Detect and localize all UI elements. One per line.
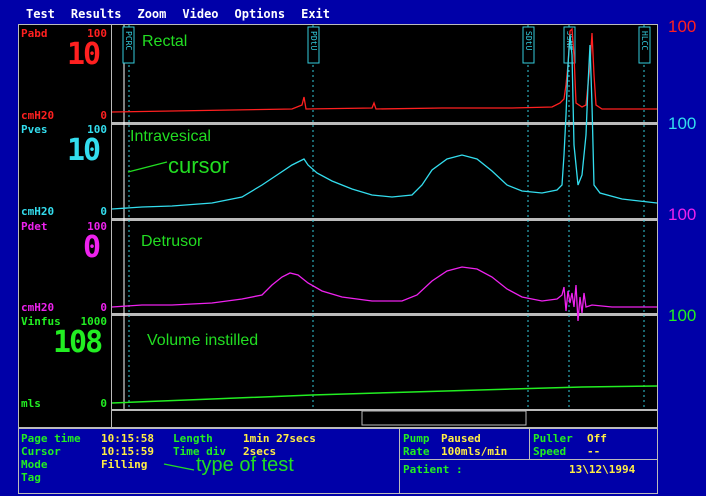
pabd-unit: cmH20 <box>21 109 55 122</box>
scale-vinfus: 100 <box>668 306 697 325</box>
channel-labels: Pabd 100 10 cmH20 0 Pves 100 10 cmH20 0 … <box>19 25 112 427</box>
pdet-unit: cmH20 <box>21 301 55 314</box>
cursor-annotation-arrow <box>127 161 168 173</box>
event-marker-pdtu-label: PDtU <box>309 31 318 50</box>
status-panel: Page time 10:15:58 Length 1min 27secs Cu… <box>18 428 658 494</box>
speed-value: -- <box>587 445 601 458</box>
pves-max: 100 <box>87 123 107 136</box>
status-divider-3 <box>399 459 657 460</box>
pabd-name: Pabd <box>21 27 48 40</box>
menu-options[interactable]: Options <box>234 7 286 21</box>
length-value: 1min 27secs <box>243 432 316 445</box>
intravesical-title: Intravesical <box>130 128 211 145</box>
event-marker-hlcc-label: HLCC <box>640 31 649 50</box>
pabd-max: 100 <box>87 27 107 40</box>
rate-value: 100mls/min <box>441 445 508 458</box>
time-scroll-thumb[interactable] <box>361 410 527 426</box>
scale-pabd: 100 <box>668 17 697 36</box>
pabd-value: 10 <box>67 37 101 72</box>
date-value: 13\12\1994 <box>569 463 636 476</box>
scale-pdet: 100 <box>668 205 697 224</box>
scale-pves: 100 <box>668 114 697 133</box>
pdet-value: 0 <box>83 230 101 265</box>
pves-min: 0 <box>100 205 107 218</box>
separator-4 <box>112 409 657 411</box>
cursor-time-value: 10:15:59 <box>101 445 154 458</box>
patient-label[interactable]: Patient : <box>403 463 463 476</box>
menu-exit[interactable]: Exit <box>301 7 330 21</box>
vinfus-value: 108 <box>53 325 103 360</box>
event-marker-pdtu[interactable]: PDtU <box>307 26 320 64</box>
length-label: Length <box>173 432 213 445</box>
pdet-max: 100 <box>87 220 107 233</box>
trace-vinfus <box>112 385 657 404</box>
puller-value: Off <box>587 432 607 445</box>
event-marker-pcrc[interactable]: PCRC <box>122 26 135 64</box>
trace-panel: Pabd 100 10 cmH20 0 Pves 100 10 cmH20 0 … <box>18 24 658 428</box>
puller-label: Puller <box>533 432 573 445</box>
event-marker-sdtu[interactable]: SDtU <box>522 26 535 64</box>
vinfus-min: 0 <box>100 397 107 410</box>
timediv-label: Time div <box>173 445 226 458</box>
pves-unit: cmH20 <box>21 205 55 218</box>
type-of-test-arrow <box>163 463 195 471</box>
separator-2 <box>112 218 657 221</box>
status-divider-2 <box>529 429 530 459</box>
page-time-value: 10:15:58 <box>101 432 154 445</box>
mode-value: Filling <box>101 458 148 471</box>
pves-value: 10 <box>67 133 101 168</box>
vinfus-name: Vinfus <box>21 315 61 328</box>
pves-name: Pves <box>21 123 48 136</box>
event-marker-hlcc[interactable]: HLCC <box>638 26 651 64</box>
page-time-label: Page time <box>21 432 81 445</box>
tag-label: Tag <box>21 471 41 484</box>
event-marker-sdtu-label: SDtU <box>524 31 533 50</box>
menu-results[interactable]: Results <box>70 7 122 21</box>
menu-zoom[interactable]: Zoom <box>137 7 167 21</box>
timediv-value: 2secs <box>243 445 277 458</box>
separator-3 <box>112 313 657 316</box>
detrusor-title: Detrusor <box>141 233 203 250</box>
menu-video[interactable]: Video <box>182 7 219 21</box>
pump-label: Pump <box>403 432 430 445</box>
cursor-annotation: cursor <box>168 153 230 178</box>
trace-pdet <box>112 266 657 322</box>
menu-bar: Test Results Zoom Video Options Exit <box>18 6 656 22</box>
separator-1 <box>112 122 657 125</box>
event-marker-pcrc-label: PCRC <box>124 31 133 50</box>
pdet-name: Pdet <box>21 220 48 233</box>
trace-plot: PCRC PDtU SDtU JSNF HLCC <box>112 25 657 426</box>
mode-label: Mode <box>21 458 48 471</box>
volume-title: Volume instilled <box>147 332 259 349</box>
cursor-label: Cursor <box>21 445 61 458</box>
pdet-min: 0 <box>100 301 107 314</box>
pabd-min: 0 <box>100 109 107 122</box>
pump-value: Paused <box>441 432 481 445</box>
trace-pves <box>112 34 657 210</box>
vinfus-unit: mls <box>21 397 41 410</box>
status-divider-1 <box>399 429 400 493</box>
rate-label: Rate <box>403 445 430 458</box>
rectal-title: Rectal <box>142 33 188 50</box>
vinfus-max: 1000 <box>80 315 108 328</box>
type-of-test-annotation: type of test <box>196 454 294 476</box>
menu-test[interactable]: Test <box>26 7 55 21</box>
speed-label: Speed <box>533 445 567 458</box>
